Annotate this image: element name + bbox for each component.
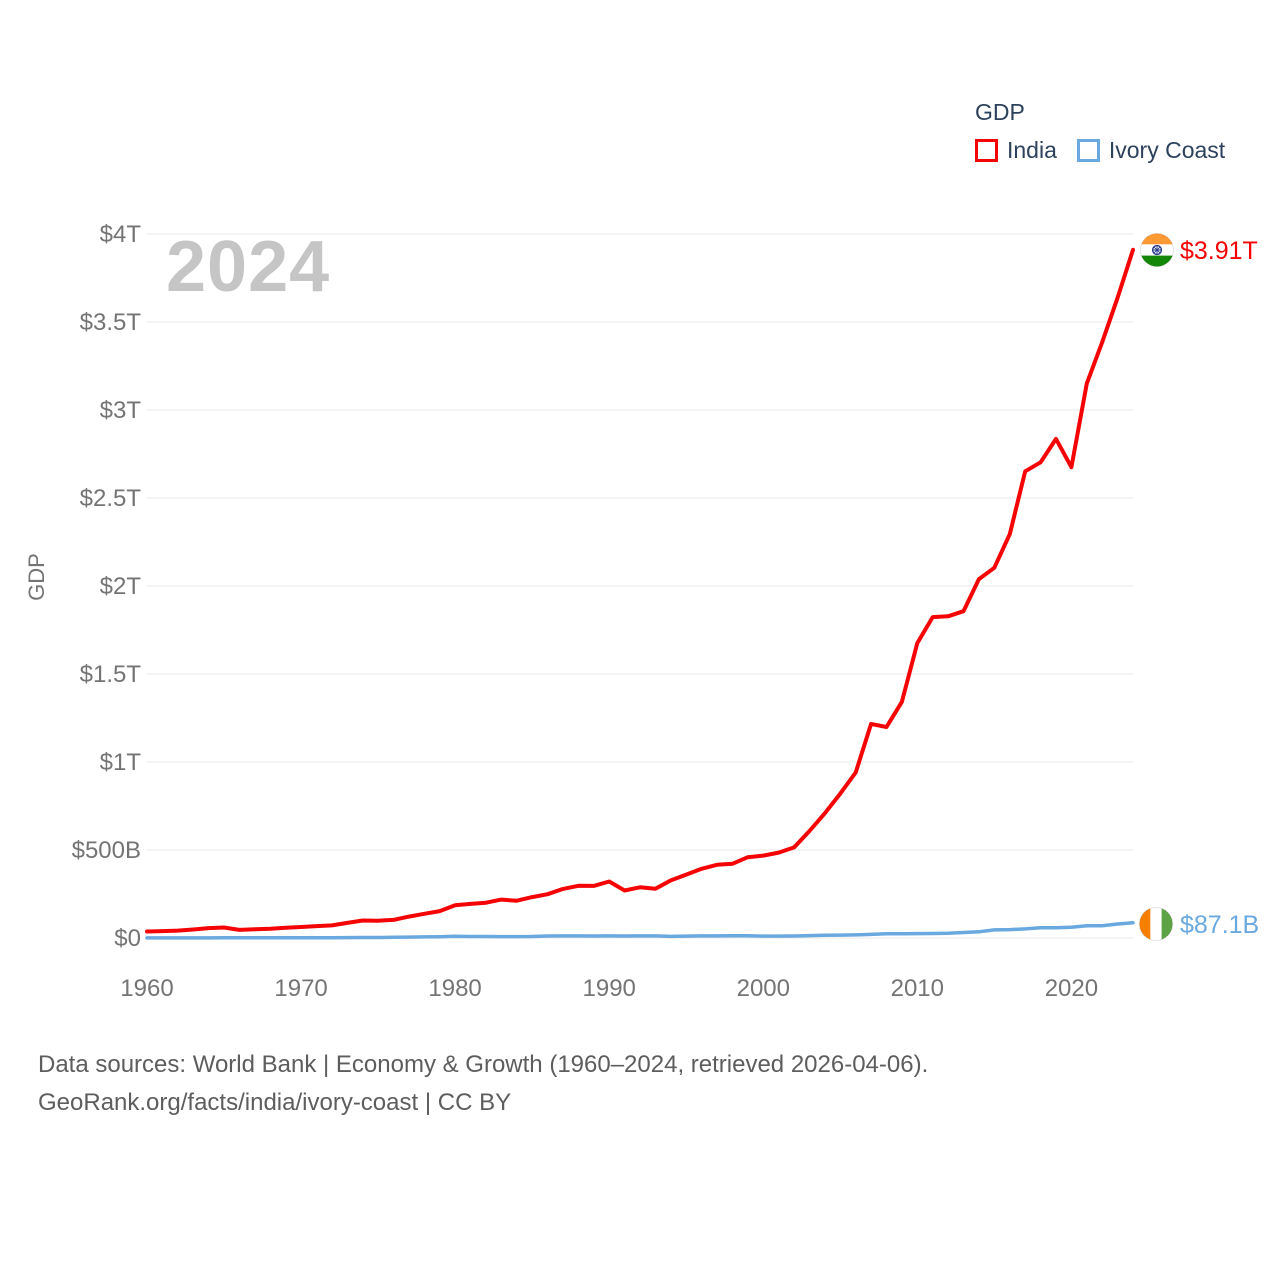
x-axis-tick-labels: 1960 1970 1980 1990 2000 2010 2020	[120, 975, 1098, 1002]
footer-source-line: Data sources: World Bank | Economy & Gro…	[38, 1051, 929, 1078]
gridlines	[147, 233, 1133, 939]
y-tick-label: $1T	[100, 749, 142, 776]
y-tick-label: $1.5T	[80, 661, 142, 688]
legend-item-india[interactable]: India	[975, 137, 1057, 164]
legend-item-ivory-coast-label: Ivory Coast	[1108, 137, 1226, 163]
legend-items: India Ivory Coast	[975, 137, 1225, 164]
x-tick-label: 2010	[891, 975, 944, 1002]
india-value-label: $3.91T	[1180, 237, 1258, 265]
y-tick-label: $500B	[72, 837, 141, 864]
footer-url-line: GeoRank.org/facts/india/ivory-coast | CC…	[38, 1089, 512, 1116]
india-line	[145, 247, 1135, 934]
watermark-year: 2024	[166, 227, 331, 307]
y-tick-label: $0	[114, 925, 141, 952]
y-tick-label: $2T	[100, 573, 142, 600]
ivory-coast-line	[145, 920, 1135, 940]
x-tick-label: 1970	[274, 975, 327, 1002]
footer: Data sources: World Bank | Economy & Gro…	[38, 1046, 928, 1122]
x-tick-label: 1960	[120, 975, 173, 1002]
ivory-coast-flag-icon	[1139, 907, 1173, 941]
india-flag-icon	[1140, 233, 1174, 267]
y-tick-label: $3T	[100, 397, 142, 424]
y-tick-label: $2.5T	[80, 485, 142, 512]
legend-item-india-label: India	[1007, 137, 1057, 163]
x-tick-label: 1980	[428, 975, 481, 1002]
y-axis-tick-labels: $0 $500B $1T $1.5T $2T $2.5T $3T $3.5T $4T	[72, 221, 142, 952]
y-axis-title: GDP	[24, 553, 49, 601]
legend: GDP India Ivory Coast	[975, 99, 1225, 164]
india-swatch-icon	[975, 139, 998, 162]
x-tick-label: 2020	[1045, 975, 1098, 1002]
y-tick-label: $4T	[100, 221, 142, 248]
gdp-line-chart: $0$500B$1T$1.5T$2T$2.5T$3T$3.5T$4T 1960 1…	[24, 221, 1259, 1002]
legend-item-ivory-coast[interactable]: Ivory Coast	[1076, 137, 1226, 164]
legend-title: GDP	[975, 99, 1025, 125]
y-tick-label: $3.5T	[80, 309, 142, 336]
ivory-coast-swatch-icon	[1076, 139, 1100, 162]
x-tick-label: 2000	[737, 975, 790, 1002]
ivory-coast-value-label: $87.1B	[1180, 911, 1259, 939]
x-tick-label: 1990	[583, 975, 636, 1002]
